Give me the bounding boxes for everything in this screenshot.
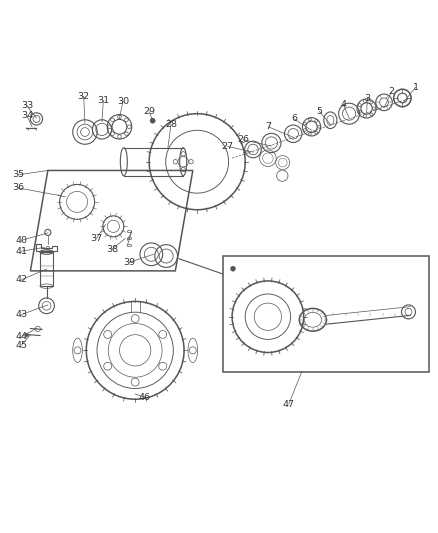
Text: 1: 1: [413, 83, 418, 92]
Text: 33: 33: [21, 101, 33, 110]
Text: 47: 47: [283, 400, 295, 408]
Text: 37: 37: [91, 233, 103, 243]
Text: 28: 28: [165, 120, 177, 129]
Bar: [40, 252, 53, 286]
Text: 3: 3: [364, 94, 371, 103]
Text: 38: 38: [106, 245, 118, 254]
Circle shape: [150, 118, 155, 123]
Text: 41: 41: [16, 247, 28, 256]
Text: 6: 6: [291, 115, 297, 124]
Text: 46: 46: [139, 393, 151, 402]
Text: 34: 34: [21, 111, 33, 120]
Circle shape: [25, 333, 28, 337]
Text: 2: 2: [389, 87, 395, 96]
Text: 36: 36: [12, 183, 24, 192]
Text: 5: 5: [316, 107, 322, 116]
Text: 35: 35: [12, 171, 24, 179]
Circle shape: [230, 266, 236, 271]
Text: 26: 26: [237, 135, 250, 144]
Text: 44: 44: [16, 332, 28, 341]
Text: 42: 42: [16, 275, 28, 284]
Text: 43: 43: [16, 310, 28, 319]
Text: 39: 39: [124, 257, 135, 266]
Text: 27: 27: [222, 142, 234, 151]
Text: 31: 31: [97, 96, 110, 105]
Text: 45: 45: [16, 341, 28, 350]
Text: 7: 7: [265, 122, 271, 131]
Text: 40: 40: [16, 236, 28, 245]
Text: 4: 4: [340, 100, 346, 109]
Text: 32: 32: [78, 92, 90, 101]
Bar: [223, 256, 428, 372]
Text: 29: 29: [143, 107, 155, 116]
Text: 30: 30: [117, 97, 129, 106]
